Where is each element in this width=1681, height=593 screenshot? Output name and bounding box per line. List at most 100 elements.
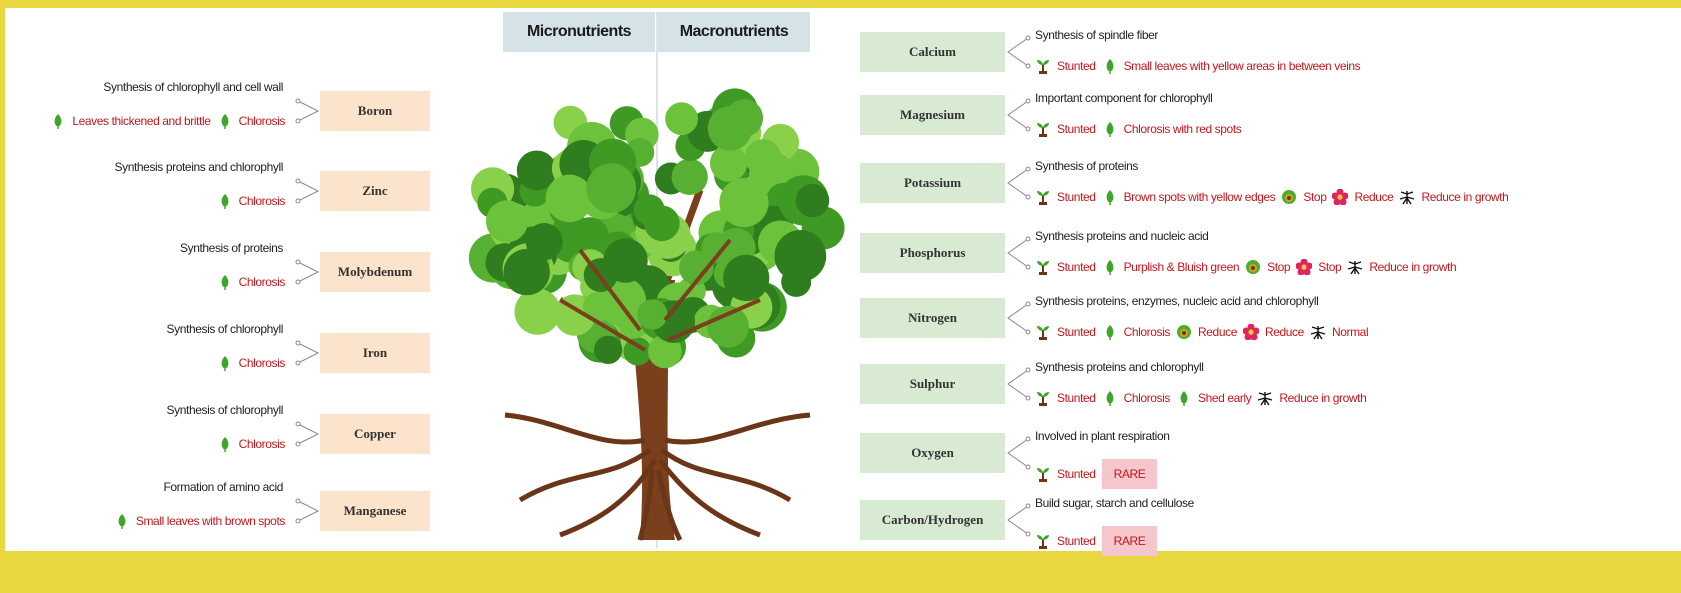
leaf-cluster [603,238,647,282]
stem-shape [1039,479,1047,482]
root-shape [1258,392,1272,405]
effect-text: Brown spots with yellow edges [1124,190,1276,204]
connector-end [1026,99,1030,103]
macro-box: Phosphorus [860,233,1005,273]
flower-shape [1334,199,1341,206]
leaf-icon [50,113,66,129]
effect-text: Reduce [1265,325,1304,339]
function-text: Synthesis proteins and nucleic acid [1035,229,1208,243]
leaf-icon [217,274,233,290]
leaf-cluster [744,139,781,176]
stem-shape [1039,71,1047,74]
leaf-cluster [515,289,561,335]
connector-end [296,361,300,365]
stem-shape [1039,337,1047,340]
connector-end [1026,167,1030,171]
macro-box: Magnesium [860,95,1005,135]
effect-text: Stunted [1057,122,1096,136]
effect-text: Stop [1267,260,1290,274]
leaf-cluster [723,255,769,301]
leaf-icon [1102,259,1118,275]
connector-end [1026,368,1030,372]
leaf-icon [1102,189,1118,205]
effect-text: Reduce in growth [1369,260,1456,274]
effect-text: Stop [1303,190,1326,204]
function-text: Build sugar, starch and cellulose [1035,496,1194,510]
leaf-shape [221,275,228,288]
connector [1008,304,1028,332]
flower-shape [1338,195,1343,200]
effect-text: Small leaves with brown spots [136,514,285,528]
effect-text: Stunted [1057,391,1096,405]
connector [1008,169,1028,197]
leaf-shape [1106,59,1113,72]
leaf-cluster [586,163,636,213]
leaf-icon [1102,121,1118,137]
effects: Chlorosis [217,355,285,371]
effects: Small leaves with brown spots [114,513,285,529]
effects: StuntedChlorosisReduceReduceNormal [1035,324,1368,340]
flower-shape [1302,265,1307,270]
effect-text: Stunted [1057,260,1096,274]
micro-box: Boron [320,91,430,131]
effect-text: Reduce [1354,190,1393,204]
leaf-icon [217,113,233,129]
flower-shape [1250,334,1257,341]
fruit-icon [1245,259,1261,275]
function-text: Synthesis proteins, enzymes, nucleic aci… [1035,294,1318,308]
stem-shape [1039,272,1047,275]
flower-shape [1298,269,1305,276]
leaf-cluster [665,102,698,135]
effects: StuntedPurplish & Bluish greenStopStopRe… [1035,259,1456,275]
macro-box: Sulphur [860,364,1005,404]
root-shape [1311,326,1325,339]
root-shape [1400,191,1414,204]
fruit-icon [1176,324,1192,340]
stem-icon [1035,259,1051,275]
macro-box: Potassium [860,163,1005,203]
function-text: Synthesis of chlorophyll [167,322,283,336]
leaf-shape [1106,190,1113,203]
macro-box: Carbon/Hydrogen [860,500,1005,540]
effect-text: Reduce [1198,325,1237,339]
connector [298,262,318,282]
connector-end [1026,36,1030,40]
effect-text: Chlorosis [239,194,285,208]
function-text: Involved in plant respiration [1035,429,1170,443]
stem-icon [1035,533,1051,549]
micro-box: Zinc [320,171,430,211]
connector-end [1026,64,1030,68]
effect-text: Small leaves with yellow areas in betwee… [1124,59,1361,73]
effect-text: Chlorosis [239,356,285,370]
flower-shape [1304,269,1311,276]
leaf-icon [217,355,233,371]
stem-icon [1035,121,1051,137]
root-icon [1399,189,1415,205]
connector-end [296,499,300,503]
leaf-shape [1106,391,1113,404]
leaf-shape [1106,325,1113,338]
leaf-cluster [725,99,763,137]
connector-end [296,179,300,183]
stem-icon [1035,324,1051,340]
micro-box: Iron [320,333,430,373]
leaf-shape [221,437,228,450]
function-text: Synthesis proteins and chlorophyll [114,160,283,174]
effect-text: Reduce in growth [1421,190,1508,204]
leaf-icon [217,193,233,209]
connector-end [296,519,300,523]
leaf-cluster [637,299,667,329]
macro-box: Calcium [860,32,1005,72]
fruit-icon [1281,189,1297,205]
leaf-icon [114,513,130,529]
root-shape [1348,261,1362,274]
effect-text: Chlorosis [1124,391,1170,405]
connector [298,181,318,201]
leaf-cluster [774,230,826,282]
leaf-shape [221,114,228,127]
leaf-icon [1102,58,1118,74]
effect-text: Chlorosis with red spots [1124,122,1242,136]
